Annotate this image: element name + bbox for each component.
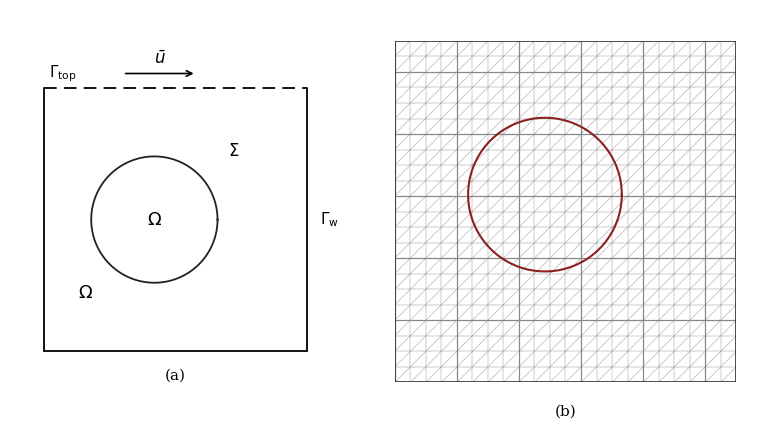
Text: $\Sigma$: $\Sigma$	[228, 143, 239, 160]
Text: $\Gamma_{\mathrm{top}}$: $\Gamma_{\mathrm{top}}$	[49, 63, 77, 84]
Text: $\Omega$: $\Omega$	[78, 284, 93, 302]
Text: $\bar{u}$: $\bar{u}$	[154, 51, 165, 68]
Text: $\Gamma_{\mathrm{w}}$: $\Gamma_{\mathrm{w}}$	[320, 210, 339, 229]
Text: (a): (a)	[165, 368, 186, 382]
Text: $\Omega$: $\Omega$	[147, 210, 162, 229]
Text: (b): (b)	[555, 405, 576, 419]
